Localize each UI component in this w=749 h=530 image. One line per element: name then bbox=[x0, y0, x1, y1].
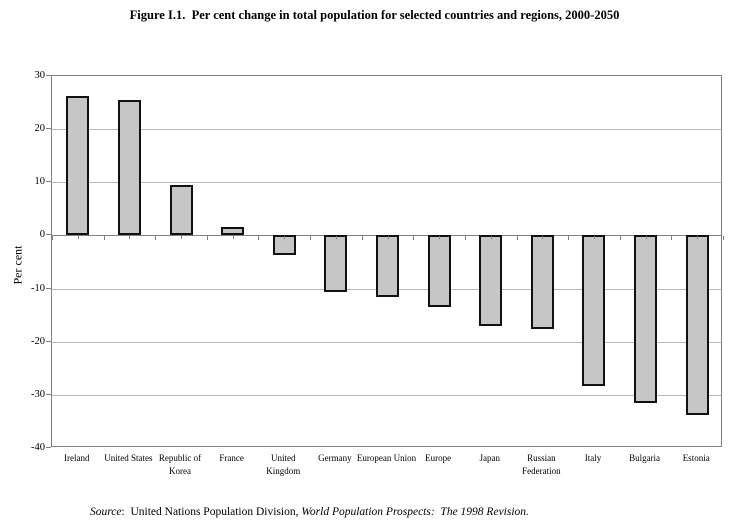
y-tick-label: -30 bbox=[31, 388, 45, 400]
figure-title: Figure I.1. Per cent change in total pop… bbox=[129, 8, 620, 22]
y-tick-label: -10 bbox=[31, 282, 45, 294]
x-axis-tick bbox=[155, 236, 157, 241]
x-axis-tick bbox=[516, 236, 518, 241]
x-axis-tick bbox=[593, 236, 595, 240]
category-label: Europe bbox=[425, 453, 452, 463]
category-label: United Kingdom bbox=[266, 453, 301, 476]
x-axis-tick bbox=[645, 236, 647, 240]
x-axis-tick bbox=[103, 236, 105, 241]
category-label: Russian Federation bbox=[522, 453, 561, 476]
x-axis-tick bbox=[568, 236, 570, 241]
category-label: France bbox=[219, 453, 244, 463]
bar bbox=[169, 184, 193, 236]
x-axis-tick bbox=[284, 236, 286, 240]
bar bbox=[376, 235, 399, 298]
y-tick-label: 0 bbox=[39, 229, 45, 241]
x-axis-tick bbox=[619, 236, 621, 241]
x-axis-tick bbox=[310, 236, 312, 241]
x-axis-tick bbox=[232, 236, 234, 240]
bar bbox=[427, 235, 451, 308]
y-axis-tick bbox=[46, 234, 51, 236]
x-axis-tick bbox=[439, 236, 441, 240]
x-axis-tick bbox=[413, 236, 415, 241]
category-label: Germany bbox=[318, 453, 352, 463]
category-label: United States bbox=[104, 453, 153, 463]
x-axis-tick bbox=[697, 236, 699, 240]
category-label: Bulgaria bbox=[629, 453, 661, 463]
y-axis-label: Per cent bbox=[10, 245, 25, 285]
bar bbox=[582, 235, 606, 386]
category-label: Japan bbox=[479, 453, 500, 463]
y-axis-tick bbox=[46, 75, 51, 76]
y-tick-label: 30 bbox=[34, 70, 46, 81]
x-axis-tick bbox=[181, 236, 183, 240]
gridline bbox=[52, 182, 721, 184]
bar bbox=[634, 235, 658, 403]
bar bbox=[66, 95, 90, 236]
y-tick-label: -40 bbox=[31, 442, 45, 453]
x-axis-tick bbox=[77, 236, 79, 240]
category-label: European Union bbox=[356, 453, 417, 463]
x-axis-tick bbox=[52, 236, 53, 241]
bar bbox=[530, 235, 554, 329]
x-axis-tick bbox=[671, 236, 673, 241]
category-label: Republic of Korea bbox=[158, 453, 202, 476]
bar bbox=[324, 235, 348, 293]
y-tick-label: 10 bbox=[34, 176, 46, 188]
bar bbox=[479, 235, 503, 326]
plot-area bbox=[51, 75, 724, 447]
x-axis-tick bbox=[723, 236, 724, 241]
bar bbox=[117, 100, 141, 236]
y-axis-tick bbox=[46, 128, 51, 130]
category-label: Estonia bbox=[682, 453, 710, 463]
y-tick-label: 20 bbox=[34, 123, 46, 135]
gridline bbox=[52, 129, 721, 131]
category-label: Italy bbox=[584, 453, 602, 463]
x-axis-tick bbox=[464, 236, 466, 241]
x-axis-tick bbox=[542, 236, 544, 240]
bar bbox=[685, 235, 709, 415]
source-separator: : bbox=[121, 506, 131, 518]
x-axis-tick bbox=[361, 236, 363, 241]
source-label: Source bbox=[90, 506, 122, 518]
y-axis-tick bbox=[46, 181, 51, 183]
gridline bbox=[52, 394, 721, 396]
x-axis-tick bbox=[335, 236, 337, 240]
category-label: Ireland bbox=[64, 453, 90, 463]
source-line: Source: United Nations Population Divisi… bbox=[90, 506, 529, 518]
y-axis-tick bbox=[46, 393, 51, 395]
source-publisher: United Nations Population Division, bbox=[130, 506, 302, 518]
x-axis-tick bbox=[490, 236, 492, 240]
x-axis-tick bbox=[258, 236, 260, 241]
y-axis-tick bbox=[46, 287, 51, 289]
source-work-title: World Population Prospects: The 1998 Rev… bbox=[301, 506, 529, 518]
y-tick-label: -20 bbox=[31, 335, 45, 347]
y-axis-tick bbox=[46, 447, 51, 448]
bar bbox=[221, 227, 245, 236]
x-axis-tick bbox=[129, 236, 131, 240]
gridline bbox=[52, 341, 721, 343]
x-axis-tick bbox=[206, 236, 208, 241]
x-axis-tick bbox=[387, 236, 389, 240]
y-axis-tick bbox=[46, 340, 51, 342]
